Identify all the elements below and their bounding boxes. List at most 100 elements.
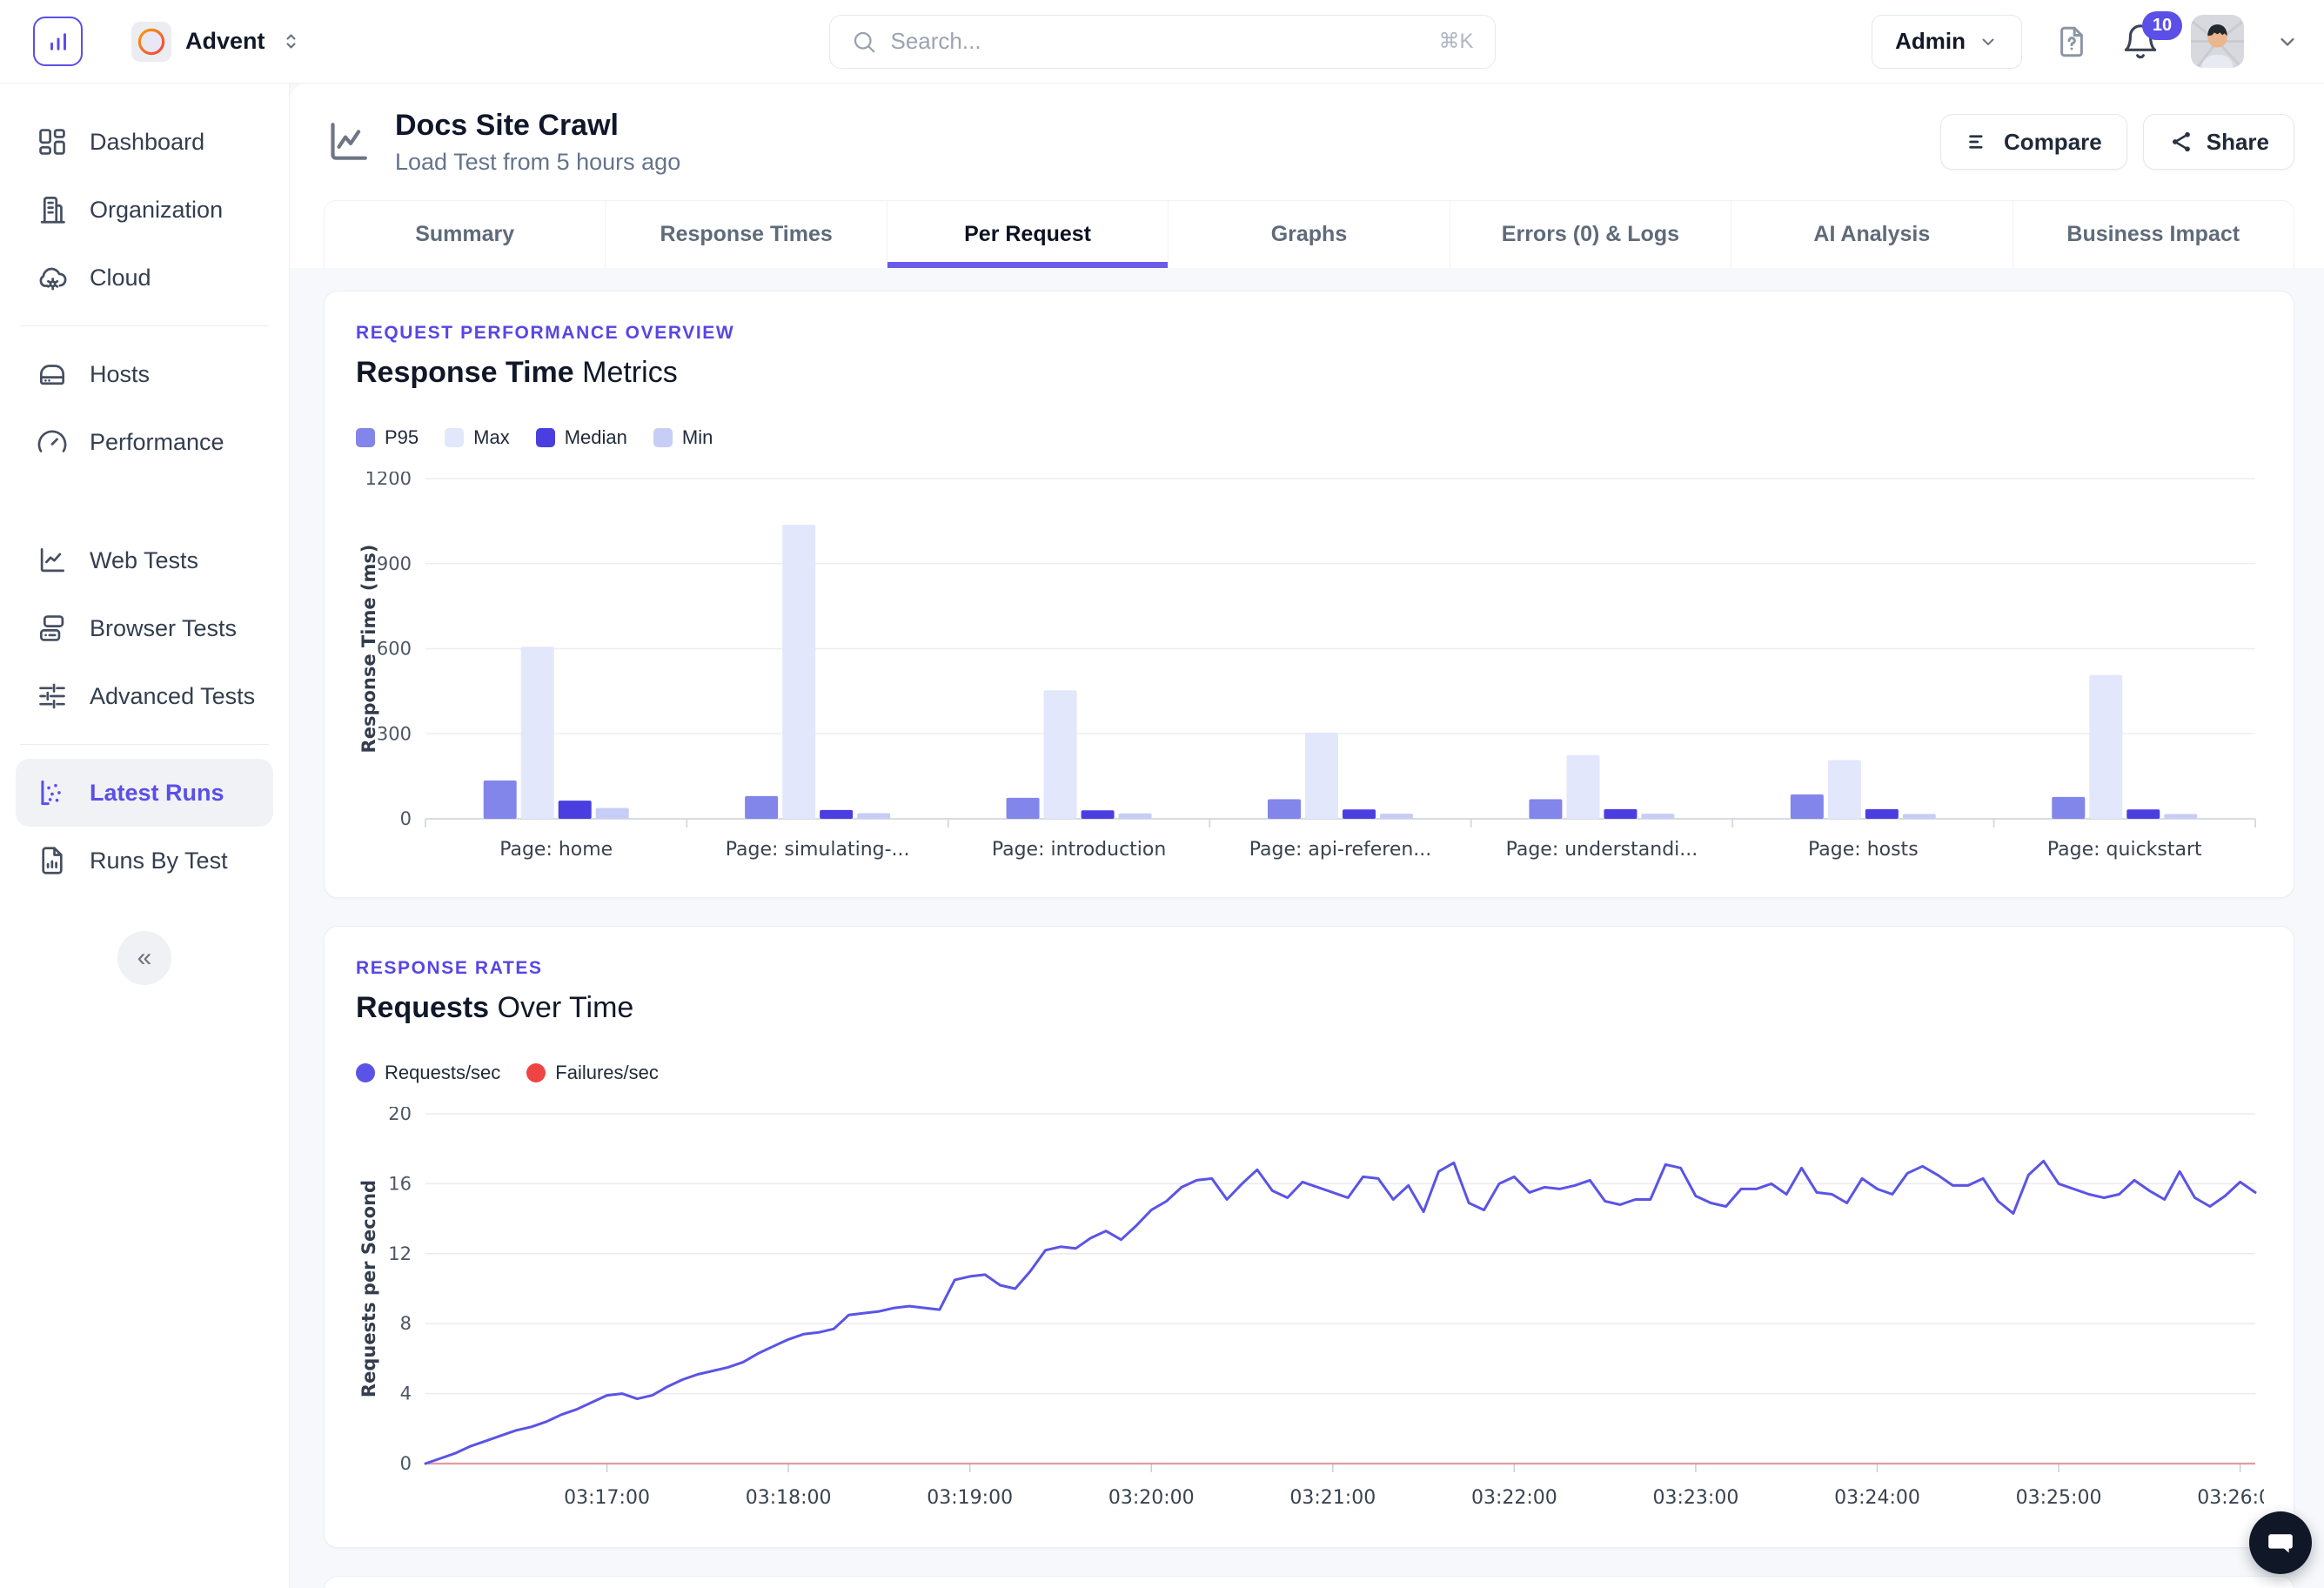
legend-item-max: Max [445, 426, 510, 449]
line-chart-svg: 0 4 8 12 16 20 Requests per Second 03:17:00 03:1… [358, 1107, 2264, 1509]
sidebar-item-web-tests[interactable]: Web Tests [16, 526, 273, 594]
tab-label: Response Times [660, 222, 833, 246]
y-tick-label: 900 [377, 553, 412, 574]
dashboard-icon [36, 125, 69, 158]
sidebar-item-label: Organization [90, 196, 224, 223]
legend-item-requests-sec: Requests/sec [356, 1062, 500, 1084]
tab-ai-analysis[interactable]: AI Analysis [1731, 201, 2012, 268]
bar-min-page-home [595, 807, 629, 819]
help-icon[interactable] [2053, 23, 2090, 60]
legend-label: Failures/sec [555, 1062, 659, 1083]
user-avatar[interactable] [2191, 15, 2244, 68]
card-title-rest: Metrics [573, 356, 678, 389]
tab-summary[interactable]: Summary [325, 201, 605, 268]
y-tick-label: 8 [400, 1313, 412, 1334]
sidebar-item-label: Browser Tests [90, 614, 238, 641]
bar-max-page-introduction [1043, 690, 1077, 819]
tab-errors-0-logs[interactable]: Errors (0) & Logs [1449, 201, 1731, 268]
legend-label: P95 [385, 426, 419, 448]
legend-item-failures-sec: Failures/sec [526, 1062, 659, 1084]
sidebar-item-advanced-tests[interactable]: Advanced Tests [16, 662, 273, 730]
tab-per-request[interactable]: Per Request [886, 201, 1169, 268]
legend-item-median: Median [535, 426, 627, 449]
y-tick-label: 1200 [365, 472, 412, 489]
org-switcher[interactable]: Advent [131, 21, 303, 62]
compare-icon [1966, 129, 1992, 155]
bar-p95-page-understandi [1529, 799, 1563, 819]
bar-p95-page-api-referen [1268, 799, 1301, 819]
collapse-sidebar-button[interactable]: « [117, 931, 171, 985]
y-tick-label: 16 [388, 1173, 412, 1194]
sidebar-item-dashboard[interactable]: Dashboard [16, 108, 273, 176]
bar-max-page-quickstart [2089, 674, 2123, 819]
legend-swatch [526, 1063, 546, 1082]
sidebar-divider [20, 325, 269, 326]
global-search[interactable]: ⌘K [828, 14, 1496, 69]
legend-swatch [535, 428, 555, 447]
share-icon [2168, 129, 2194, 155]
notifications-button[interactable]: 10 [2121, 10, 2182, 61]
cloud-settings-icon [36, 261, 69, 294]
y-axis-title: Response Time (ms) [358, 545, 379, 754]
org-avatar [131, 21, 171, 62]
sidebar-item-cloud[interactable]: Cloud [16, 244, 273, 312]
sidebar-item-organization[interactable]: Organization [16, 176, 273, 244]
x-category-label: Page: introduction [992, 839, 1167, 861]
sidebar-item-label: Hosts [90, 360, 151, 387]
bar-max-page-home [520, 647, 554, 819]
response-time-bar-chart: 0 300 600 900 1200 Response Time (ms) Page: ho… [356, 472, 2262, 864]
profile-chevron-icon[interactable] [2275, 30, 2300, 54]
search-input[interactable] [890, 28, 1425, 55]
card-title-strong: Requests [356, 991, 490, 1024]
chat-fab[interactable] [2249, 1511, 2312, 1574]
bar-p95-page-quickstart [2052, 796, 2086, 819]
bar-median-page-api-referen [1343, 809, 1376, 819]
legend-swatch [356, 428, 375, 447]
bar-chart-legend: P95 Max Median Min [356, 426, 2262, 449]
bar-max-page-api-referen [1305, 732, 1338, 819]
x-tick-label: 03:18:00 [746, 1487, 832, 1509]
legend-swatch [653, 428, 673, 447]
web-tests-icon [36, 544, 69, 577]
sidebar-item-browser-tests[interactable]: Browser Tests [16, 594, 273, 662]
legend-label: Median [564, 426, 627, 448]
org-name: Advent [185, 28, 265, 54]
legend-item-p95: P95 [356, 426, 419, 449]
notifications-badge: 10 [2142, 10, 2182, 40]
sidebar-item-latest-runs[interactable]: Latest Runs [16, 759, 273, 827]
button-label: Compare [2004, 128, 2102, 155]
x-tick-label: 03:23:00 [1653, 1487, 1739, 1509]
x-category-label: Page: understandi... [1506, 839, 1698, 861]
tab-business-impact[interactable]: Business Impact [2012, 201, 2294, 268]
tab-label: Errors (0) & Logs [1501, 222, 1679, 246]
performance-icon [36, 425, 69, 459]
browser-tests-icon [36, 612, 69, 645]
x-tick-label: 03:24:00 [1834, 1487, 1920, 1509]
sidebar-divider [20, 744, 269, 745]
share-button[interactable]: Share [2142, 114, 2294, 170]
bar-median-page-introduction [1081, 810, 1115, 819]
main-area: Docs Site Crawl Load Test from 5 hours a… [290, 84, 2324, 1588]
y-tick-label: 20 [388, 1107, 412, 1124]
response-time-metrics-card: REQUEST PERFORMANCE OVERVIEW Response Ti… [324, 291, 2294, 898]
page-title: Docs Site Crawl [395, 108, 619, 142]
app-logo[interactable] [33, 17, 83, 66]
sidebar-item-runs-by-test[interactable]: Runs By Test [16, 827, 273, 895]
compare-button[interactable]: Compare [1940, 114, 2127, 170]
bar-min-page-api-referen [1380, 814, 1413, 819]
x-tick-label: 03:17:00 [564, 1487, 650, 1509]
tab-response-times[interactable]: Response Times [605, 201, 886, 268]
bar-median-page-home [558, 801, 592, 819]
user-avatar-image [2191, 15, 2244, 68]
sidebar-item-hosts[interactable]: Hosts [16, 340, 273, 408]
page-header: Docs Site Crawl Load Test from 5 hours a… [290, 84, 2324, 268]
org-ring-icon [137, 28, 165, 55]
sidebar: Dashboard Organization Cloud Hosts Performan… [0, 84, 290, 1588]
bar-min-page-hosts [1902, 814, 1936, 819]
sidebar-item-performance[interactable]: Performance [16, 408, 273, 476]
tab-graphs[interactable]: Graphs [1168, 201, 1449, 268]
admin-menu-button[interactable]: Admin [1872, 14, 2022, 69]
bar-chart-logo-icon [43, 26, 74, 57]
bar-p95-page-hosts [1790, 794, 1824, 819]
latest-runs-icon [36, 776, 69, 809]
